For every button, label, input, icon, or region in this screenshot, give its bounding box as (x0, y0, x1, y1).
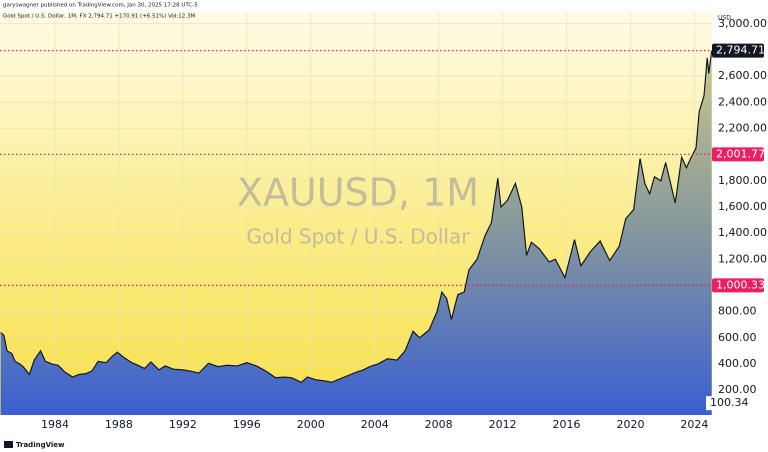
watermark-name: Gold Spot / U.S. Dollar (247, 225, 471, 249)
x-tick-label: 2016 (553, 418, 581, 431)
y-tick-label: 400.00 (718, 357, 757, 370)
x-tick-label: 2004 (361, 418, 389, 431)
brand-logo (4, 441, 13, 448)
series (0, 50, 712, 415)
y-tick-label: 1,800.00 (718, 174, 767, 187)
price-level-label: 1,000.33 (716, 278, 765, 291)
y-tick-label: 800.00 (718, 305, 757, 318)
scale-label: 100.34 (710, 396, 749, 409)
x-tick-label: 2024 (680, 418, 708, 431)
y-tick-label: 600.00 (718, 331, 757, 344)
x-tick-label: 2008 (425, 418, 453, 431)
publisher-line: garyswagner published on TradingView.com… (3, 3, 198, 9)
y-tick-label: 2,600.00 (718, 69, 767, 82)
scale-label-box (706, 396, 754, 411)
area-fill (0, 50, 712, 415)
price-level-label: 2,794.71 (716, 44, 765, 57)
watermark-symbol: XAUUSD, 1M (237, 171, 479, 215)
x-axis-background (0, 415, 712, 437)
x-tick-label: 1996 (233, 418, 261, 431)
y-tick-label: 200.00 (718, 383, 757, 396)
y-tick-label: 3,000.00 (718, 17, 767, 30)
currency: USD (718, 15, 731, 22)
x-tick-label: 2012 (489, 418, 517, 431)
price-level-box (712, 43, 764, 58)
x-tick-label: 1988 (105, 418, 133, 431)
price-level-box (712, 278, 764, 293)
price-level-label: 2,001.77 (716, 147, 765, 160)
y-tick-label: 1,400.00 (718, 226, 767, 239)
symbol-line: Gold Spot / U.S. Dollar, 1M, FX 2,794.71… (3, 14, 196, 20)
y-tick-label: 1,200.00 (718, 252, 767, 265)
y-tick-label: 2,400.00 (718, 95, 767, 108)
y-axis: 200.00 400.00 600.00 800.00 1,200.00 1,400.00… (718, 17, 767, 396)
x-tick-label: 2020 (616, 418, 644, 431)
x-tick-label: 1984 (41, 418, 69, 431)
price-line (0, 50, 712, 383)
x-tick-label: 2000 (297, 418, 325, 431)
x-tick-label: 1992 (169, 418, 197, 431)
price-level-box (712, 147, 764, 162)
brand: TradingView (16, 441, 65, 449)
x-axis: 1984 1988 1992 1996 2000 2004 2008 2012 2016 2020… (41, 418, 708, 431)
y-tick-label: 1,600.00 (718, 200, 767, 213)
price-levels: 2,794.71 2,001.77 1,000.33 100.34 (0, 43, 765, 411)
y-tick-label: 2,200.00 (718, 121, 767, 134)
